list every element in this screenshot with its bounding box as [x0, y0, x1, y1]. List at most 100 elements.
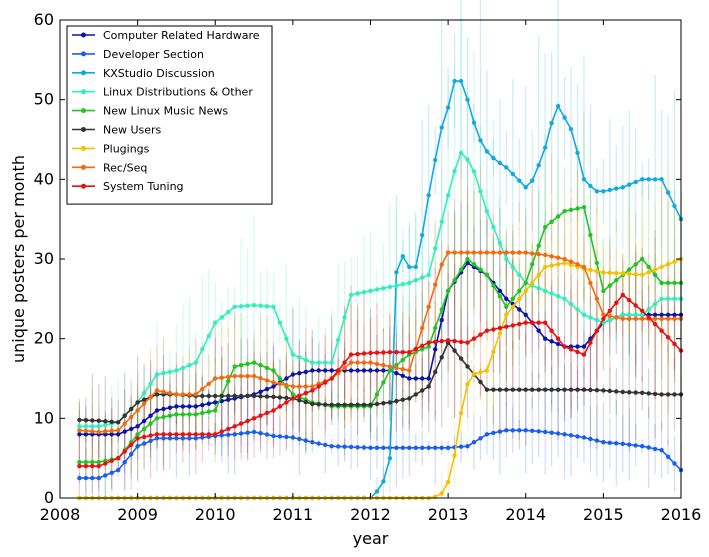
- data-point: [116, 456, 121, 461]
- data-point: [413, 278, 418, 283]
- data-point: [238, 373, 244, 379]
- data-point: [206, 381, 211, 386]
- data-point: [445, 479, 451, 485]
- data-point: [433, 246, 438, 251]
- data-point: [271, 380, 276, 385]
- data-point: [672, 203, 677, 209]
- data-point: [277, 395, 283, 400]
- data-point: [445, 338, 451, 343]
- data-point: [154, 416, 160, 421]
- data-point: [633, 179, 638, 185]
- data-point: [161, 432, 166, 437]
- data-point: [607, 270, 612, 275]
- data-point: [471, 120, 477, 125]
- data-point: [387, 368, 393, 373]
- data-point: [575, 206, 580, 211]
- data-point: [83, 428, 89, 433]
- data-point: [167, 369, 173, 375]
- data-point: [491, 430, 496, 436]
- data-point: [465, 250, 470, 255]
- data-point: [517, 250, 522, 255]
- data-point: [491, 387, 496, 392]
- data-point: [400, 282, 405, 287]
- data-point: [568, 207, 574, 213]
- data-point: [148, 438, 153, 444]
- data-point: [316, 368, 321, 373]
- data-point: [433, 347, 438, 352]
- series-line: [79, 151, 681, 428]
- data-point: [148, 433, 153, 438]
- data-point: [258, 413, 263, 418]
- data-point: [458, 410, 464, 416]
- data-point: [316, 360, 321, 365]
- data-point: [614, 278, 619, 283]
- data-point: [264, 304, 270, 309]
- data-point: [555, 214, 561, 219]
- data-point: [77, 424, 82, 429]
- data-point: [381, 401, 386, 406]
- data-point: [258, 363, 263, 368]
- data-point: [154, 392, 160, 397]
- data-point: [238, 363, 244, 368]
- data-point: [232, 432, 237, 437]
- data-point: [245, 373, 250, 379]
- data-point: [368, 360, 373, 365]
- data-point: [129, 442, 134, 448]
- data-point: [581, 435, 587, 440]
- data-point: [122, 460, 127, 465]
- data-point: [161, 389, 166, 394]
- data-point: [497, 250, 503, 255]
- data-point: [478, 436, 483, 441]
- data-point: [536, 387, 541, 392]
- data-point: [77, 432, 82, 437]
- data-point: [368, 368, 373, 373]
- data-point: [400, 397, 405, 402]
- data-point: [342, 360, 347, 365]
- data-point: [219, 393, 224, 399]
- data-point: [109, 432, 114, 437]
- data-point: [277, 320, 283, 325]
- data-point: [141, 390, 147, 396]
- legend-label: Linux Distributions & Other: [103, 86, 253, 99]
- x-tick-label: 2008: [40, 505, 81, 524]
- data-point: [614, 441, 619, 446]
- data-point: [374, 361, 380, 367]
- x-tick-label: 2011: [273, 505, 314, 524]
- legend-label: KXStudio Discussion: [103, 67, 215, 80]
- data-point: [297, 384, 302, 389]
- data-point: [672, 316, 677, 321]
- data-point: [290, 384, 296, 389]
- data-point: [141, 441, 147, 446]
- data-point: [264, 365, 270, 371]
- data-point: [83, 424, 89, 429]
- y-tick-label: 10: [34, 408, 54, 427]
- data-point: [471, 250, 477, 255]
- legend-item: Developer Section: [72, 48, 204, 61]
- data-point: [355, 291, 360, 296]
- data-point: [141, 426, 147, 432]
- data-point: [652, 316, 658, 321]
- legend-marker: [81, 127, 86, 132]
- data-point: [135, 436, 140, 441]
- data-point: [465, 157, 470, 162]
- data-point: [407, 396, 412, 401]
- data-point: [484, 387, 490, 392]
- data-point: [226, 309, 231, 315]
- data-point: [484, 432, 490, 437]
- data-point: [310, 360, 315, 365]
- data-point: [264, 432, 270, 437]
- data-point: [478, 332, 483, 337]
- data-point: [568, 301, 574, 307]
- data-point: [135, 408, 140, 413]
- series-7: [77, 250, 684, 435]
- data-point: [543, 336, 548, 341]
- data-point: [620, 312, 625, 317]
- data-point: [581, 264, 587, 270]
- data-point: [491, 224, 496, 230]
- data-point: [103, 422, 108, 428]
- data-point: [251, 393, 257, 399]
- data-point: [193, 412, 198, 417]
- data-point: [109, 428, 114, 433]
- data-point: [245, 430, 250, 435]
- data-point: [555, 262, 561, 267]
